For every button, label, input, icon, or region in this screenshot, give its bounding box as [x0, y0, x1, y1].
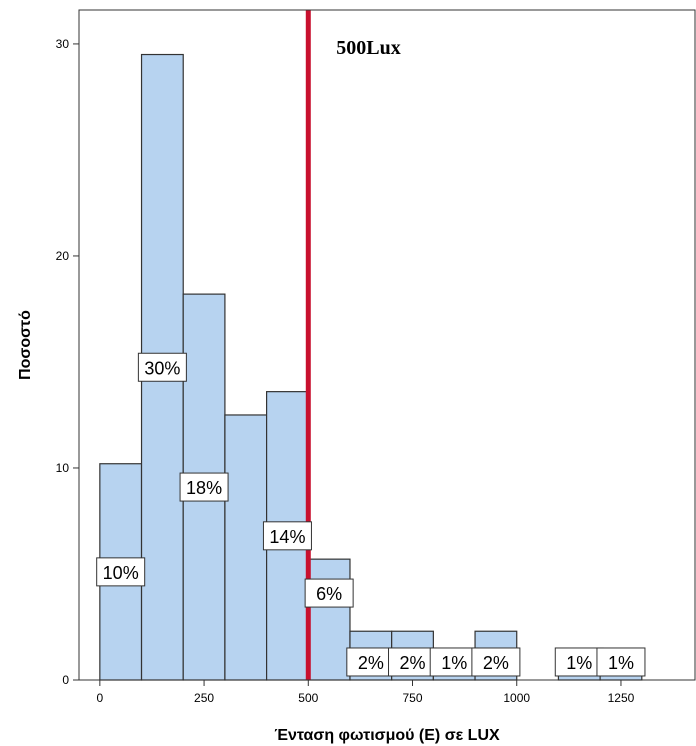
y-tick-label: 0	[62, 673, 69, 687]
histogram-bar	[307, 558, 351, 681]
data-label-text: 6%	[316, 584, 342, 604]
data-label: 2%	[471, 647, 521, 677]
data-label: 14%	[262, 521, 312, 551]
y-tick-label: 30	[56, 37, 70, 51]
plot-frame	[78, 9, 696, 681]
data-label: 2%	[346, 647, 396, 677]
data-label-text: 30%	[144, 358, 180, 378]
data-label-box	[137, 352, 187, 382]
data-label: 1%	[554, 647, 604, 677]
data-label: 2%	[388, 647, 438, 677]
data-label: 18%	[179, 472, 229, 502]
data-label-text: 1%	[608, 653, 634, 673]
data-label-text: 2%	[358, 653, 384, 673]
data-label-box	[346, 647, 396, 677]
x-tick-label: 250	[194, 691, 214, 705]
data-label-text: 1%	[441, 653, 467, 673]
y-tick-label: 10	[56, 461, 70, 475]
x-tick-label: 1250	[608, 691, 635, 705]
data-label-box	[96, 557, 146, 587]
x-axis-title: Ένταση φωτισμού (E) σε LUX	[274, 727, 500, 744]
reference-line-label: 500Lux	[336, 37, 400, 59]
data-label: 10%	[96, 557, 146, 587]
histogram-bar	[224, 414, 268, 681]
data-label-box	[596, 647, 646, 677]
data-label-box	[304, 578, 354, 608]
data-label: 1%	[596, 647, 646, 677]
data-label-box	[554, 647, 604, 677]
data-label-text: 1%	[566, 653, 592, 673]
y-tick-label: 20	[56, 249, 70, 263]
x-tick-label: 0	[97, 691, 104, 705]
data-label: 1%	[429, 647, 479, 677]
data-label-text: 2%	[483, 653, 509, 673]
data-label-box	[179, 472, 229, 502]
data-label-text: 18%	[186, 478, 222, 498]
axes-layer: 0 10 20 30 0 250 500 750 1000 1250	[56, 9, 696, 705]
x-tick-label: 750	[402, 691, 422, 705]
x-tick-label: 1000	[503, 691, 530, 705]
data-labels-layer: 10% 30% 18% 14% 6% 2% 2% 1% 2% 1% 1%	[96, 352, 646, 677]
data-label: 30%	[137, 352, 187, 382]
y-axis-title: Ποσοστό	[17, 310, 34, 380]
data-label-text: 14%	[269, 527, 305, 547]
x-tick-label: 500	[298, 691, 318, 705]
data-label-box	[262, 521, 312, 551]
data-label-box	[471, 647, 521, 677]
data-label: 6%	[304, 578, 354, 608]
data-label-text: 10%	[103, 563, 139, 583]
data-label-text: 2%	[400, 653, 426, 673]
reference-line-layer: 500Lux	[305, 10, 401, 680]
